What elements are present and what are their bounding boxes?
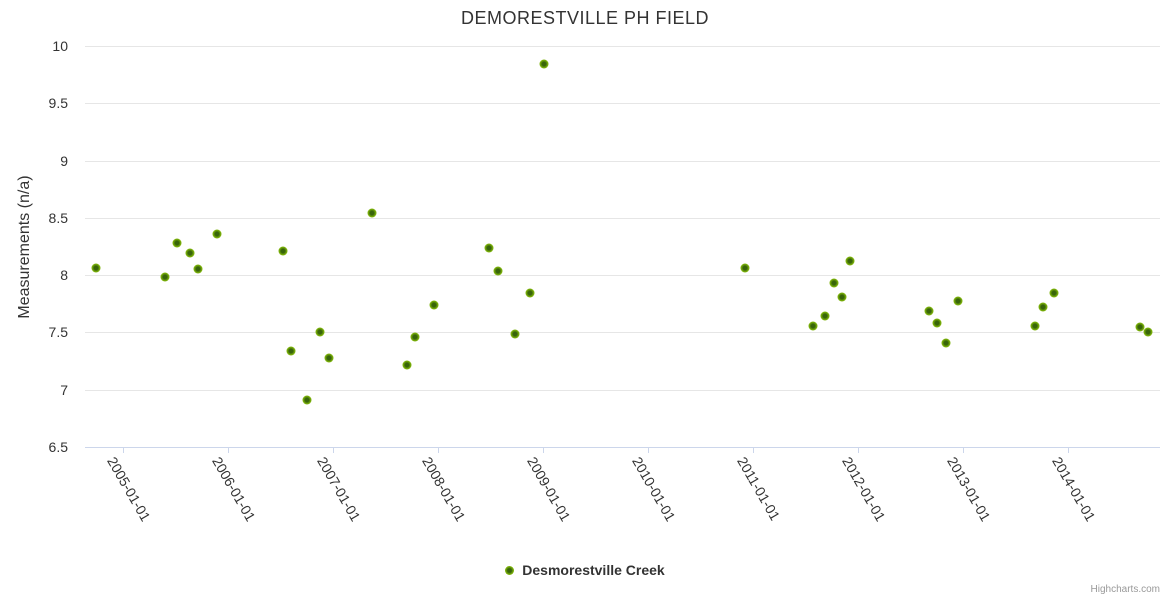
- data-point[interactable]: [315, 327, 325, 337]
- data-point[interactable]: [484, 243, 494, 253]
- y-tick-label: 7.5: [48, 324, 68, 341]
- y-gridline: [85, 103, 1160, 105]
- data-point[interactable]: [324, 353, 334, 363]
- data-point[interactable]: [429, 300, 439, 310]
- data-point[interactable]: [367, 208, 377, 218]
- data-point[interactable]: [185, 248, 195, 258]
- data-point[interactable]: [1135, 322, 1145, 332]
- y-axis-title: Measurements (n/a): [16, 175, 33, 319]
- x-tick: [123, 447, 124, 453]
- data-point[interactable]: [212, 229, 222, 239]
- data-point[interactable]: [941, 338, 950, 348]
- x-tick-label: 2006-01-01: [209, 454, 259, 525]
- data-point[interactable]: [837, 292, 847, 302]
- x-tick: [438, 447, 439, 453]
- data-point[interactable]: [193, 264, 203, 274]
- data-point[interactable]: [1143, 327, 1153, 337]
- data-point[interactable]: [402, 360, 412, 369]
- y-tick-label: 9.5: [48, 95, 68, 112]
- x-tick: [648, 447, 649, 453]
- data-point[interactable]: [286, 346, 296, 356]
- x-tick: [753, 447, 754, 453]
- legend-label: Desmorestville Creek: [522, 562, 665, 578]
- data-point[interactable]: [510, 329, 520, 339]
- x-tick-label: 2012-01-01: [839, 454, 889, 525]
- data-point[interactable]: [1030, 321, 1040, 331]
- data-point[interactable]: [740, 263, 750, 273]
- data-point[interactable]: [172, 238, 182, 248]
- series-marker-icon: [505, 565, 515, 575]
- y-gridline: [85, 332, 1160, 334]
- data-point[interactable]: [410, 332, 420, 342]
- x-tick: [963, 447, 964, 453]
- chart-title: DEMORESTVILLE PH FIELD: [460, 8, 710, 28]
- y-gridline: [85, 46, 1160, 47]
- y-gridline: [85, 160, 1160, 162]
- y-tick-label: 8.5: [48, 209, 68, 226]
- x-axis-line: [85, 447, 1160, 448]
- y-tick-label: 6.5: [48, 439, 68, 455]
- x-tick: [858, 447, 859, 453]
- data-point[interactable]: [1049, 288, 1059, 298]
- data-point[interactable]: [160, 272, 170, 282]
- y-gridline: [85, 389, 1160, 391]
- data-point[interactable]: [302, 395, 312, 405]
- x-tick-label: 2014-01-01: [1049, 454, 1099, 525]
- y-tick-label: 10: [52, 38, 68, 54]
- data-point[interactable]: [808, 321, 818, 331]
- data-point[interactable]: [493, 266, 503, 276]
- y-tick-label: 7: [60, 381, 68, 398]
- data-point[interactable]: [845, 256, 855, 266]
- data-point[interactable]: [278, 246, 288, 256]
- x-tick: [228, 447, 229, 453]
- x-tick-label: 2007-01-01: [314, 454, 364, 525]
- data-point[interactable]: [829, 278, 839, 288]
- data-point[interactable]: [953, 296, 963, 306]
- y-tick-label: 9: [60, 152, 68, 169]
- x-tick-label: 2011-01-01: [734, 454, 784, 524]
- data-point[interactable]: [820, 311, 830, 321]
- x-tick-label: 2008-01-01: [419, 454, 469, 525]
- x-tick: [1068, 447, 1069, 453]
- highcharts-credits-link[interactable]: Highcharts.com: [1090, 584, 1160, 595]
- x-tick-label: 2005-01-01: [104, 454, 154, 525]
- x-tick: [543, 447, 544, 453]
- data-point[interactable]: [924, 306, 934, 316]
- y-tick-label: 8: [60, 267, 68, 284]
- data-point[interactable]: [91, 263, 101, 273]
- x-tick-label: 2009-01-01: [524, 454, 574, 525]
- data-point[interactable]: [525, 288, 535, 298]
- data-point[interactable]: [932, 318, 942, 328]
- data-point[interactable]: [1038, 302, 1048, 312]
- y-gridline: [85, 275, 1160, 277]
- x-tick-label: 2013-01-01: [944, 454, 994, 525]
- x-tick: [333, 447, 334, 453]
- y-gridline: [85, 217, 1160, 219]
- data-point[interactable]: [539, 59, 549, 69]
- x-tick-label: 2010-01-01: [629, 454, 679, 525]
- legend-item[interactable]: Desmorestville Creek: [0, 562, 1170, 578]
